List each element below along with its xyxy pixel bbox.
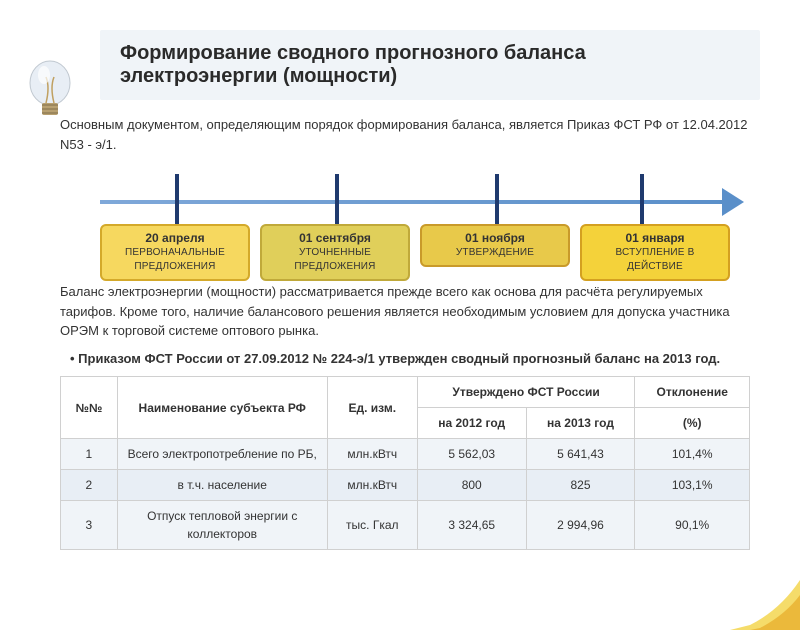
table-cell: 2	[61, 470, 118, 501]
table-cell: 5 562,03	[417, 439, 526, 470]
milestone-date: 20 апреля	[108, 231, 242, 246]
table-cell: млн.кВтч	[327, 439, 417, 470]
page-title-box: Формирование сводного прогнозного баланс…	[100, 30, 760, 100]
col-num: №№	[61, 377, 118, 439]
table-cell: 103,1%	[635, 470, 750, 501]
table-row: 2в т.ч. населениемлн.кВтч800825103,1%	[61, 470, 750, 501]
timeline-tick	[495, 174, 499, 224]
timeline-milestone: 01 сентябряУТОЧНЕННЫЕ ПРЕДЛОЖЕНИЯ	[260, 224, 410, 281]
timeline: 20 апреляПЕРВОНАЧАЛЬНЫЕ ПРЕДЛОЖЕНИЯ 01 се…	[80, 164, 730, 274]
table-cell: Отпуск тепловой энергии с коллекторов	[117, 501, 327, 550]
milestone-label: УТОЧНЕННЫЕ ПРЕДЛОЖЕНИЯ	[294, 247, 375, 272]
table-cell: тыс. Гкал	[327, 501, 417, 550]
col-2012: на 2012 год	[417, 408, 526, 439]
milestone-label: ВСТУПЛЕНИЕ В ДЕЙСТВИЕ	[615, 247, 694, 272]
paragraph-balance: Баланс электроэнергии (мощности) рассмат…	[60, 282, 750, 341]
page-title: Формирование сводного прогнозного баланс…	[120, 42, 740, 88]
table-cell: в т.ч. население	[117, 470, 327, 501]
col-pct: (%)	[635, 408, 750, 439]
lightbulb-icon	[20, 55, 80, 135]
col-unit: Ед. изм.	[327, 377, 417, 439]
table-cell: 2 994,96	[526, 501, 635, 550]
table-row: 3Отпуск тепловой энергии с коллекторовты…	[61, 501, 750, 550]
milestone-date: 01 сентября	[268, 231, 402, 246]
timeline-axis	[100, 200, 730, 204]
bullet-order-note: Приказом ФСТ России от 27.09.2012 № 224-…	[70, 349, 750, 369]
balance-table: №№ Наименование субъекта РФ Ед. изм. Утв…	[60, 376, 750, 550]
table-cell: 3	[61, 501, 118, 550]
table-cell: 1	[61, 439, 118, 470]
intro-text: Основным документом, определяющим порядо…	[60, 115, 750, 154]
table-cell: 101,4%	[635, 439, 750, 470]
table-row: 1Всего электропотребление по РБ,млн.кВтч…	[61, 439, 750, 470]
table-cell: 825	[526, 470, 635, 501]
table-cell: 5 641,43	[526, 439, 635, 470]
corner-decoration-icon	[730, 570, 800, 630]
timeline-milestone: 01 ноябряУТВЕРЖДЕНИЕ	[420, 224, 570, 267]
milestone-date: 01 ноября	[428, 231, 562, 246]
col-2013: на 2013 год	[526, 408, 635, 439]
table-cell: 3 324,65	[417, 501, 526, 550]
col-name: Наименование субъекта РФ	[117, 377, 327, 439]
timeline-tick	[175, 174, 179, 224]
timeline-arrow-icon	[722, 188, 744, 216]
timeline-tick	[335, 174, 339, 224]
milestone-label: ПЕРВОНАЧАЛЬНЫЕ ПРЕДЛОЖЕНИЯ	[125, 247, 225, 272]
content-area: Основным документом, определяющим порядо…	[0, 110, 800, 550]
table-cell: 800	[417, 470, 526, 501]
table-cell: 90,1%	[635, 501, 750, 550]
timeline-milestone: 01 январяВСТУПЛЕНИЕ В ДЕЙСТВИЕ	[580, 224, 730, 281]
table-cell: млн.кВтч	[327, 470, 417, 501]
timeline-tick	[640, 174, 644, 224]
milestone-label: УТВЕРЖДЕНИЕ	[456, 247, 534, 258]
table-cell: Всего электропотребление по РБ,	[117, 439, 327, 470]
col-approved: Утверждено ФСТ России	[417, 377, 635, 408]
milestone-date: 01 января	[588, 231, 722, 246]
timeline-milestone: 20 апреляПЕРВОНАЧАЛЬНЫЕ ПРЕДЛОЖЕНИЯ	[100, 224, 250, 281]
col-dev: Отклонение	[635, 377, 750, 408]
